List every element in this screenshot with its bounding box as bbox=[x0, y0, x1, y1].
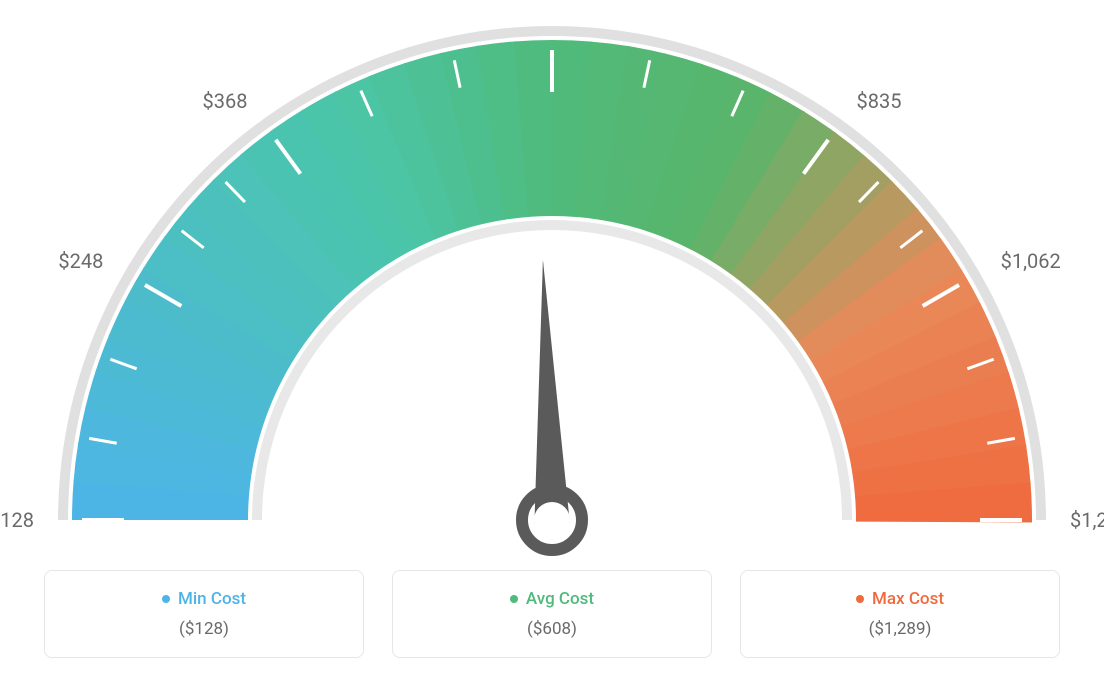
min-label: Min Cost bbox=[178, 589, 246, 609]
min-dot bbox=[162, 595, 170, 603]
max-dot bbox=[856, 595, 864, 603]
tick-label: $128 bbox=[0, 508, 34, 532]
min-value: ($128) bbox=[65, 619, 343, 639]
gauge-chart bbox=[32, 20, 1072, 560]
avg-dot bbox=[510, 595, 518, 603]
tick-label: $1,062 bbox=[1001, 249, 1061, 273]
tick-label: $368 bbox=[203, 89, 248, 113]
legend-card-max: Max Cost ($1,289) bbox=[740, 570, 1060, 658]
gauge-container: $128 $248 $368 $608 $835 $1,062 $1,289 bbox=[0, 0, 1104, 560]
tick-label: $835 bbox=[856, 89, 901, 113]
avg-label: Avg Cost bbox=[526, 589, 594, 609]
tick-label: $608 bbox=[530, 0, 575, 2]
legend-card-min: Min Cost ($128) bbox=[44, 570, 364, 658]
max-label: Max Cost bbox=[872, 589, 944, 609]
legend-row: Min Cost ($128) Avg Cost ($608) Max Cost… bbox=[0, 570, 1104, 658]
avg-value: ($608) bbox=[413, 619, 691, 639]
tick-label: $1,289 bbox=[1070, 508, 1104, 532]
max-value: ($1,289) bbox=[761, 619, 1039, 639]
legend-card-avg: Avg Cost ($608) bbox=[392, 570, 712, 658]
tick-label: $248 bbox=[58, 249, 103, 273]
